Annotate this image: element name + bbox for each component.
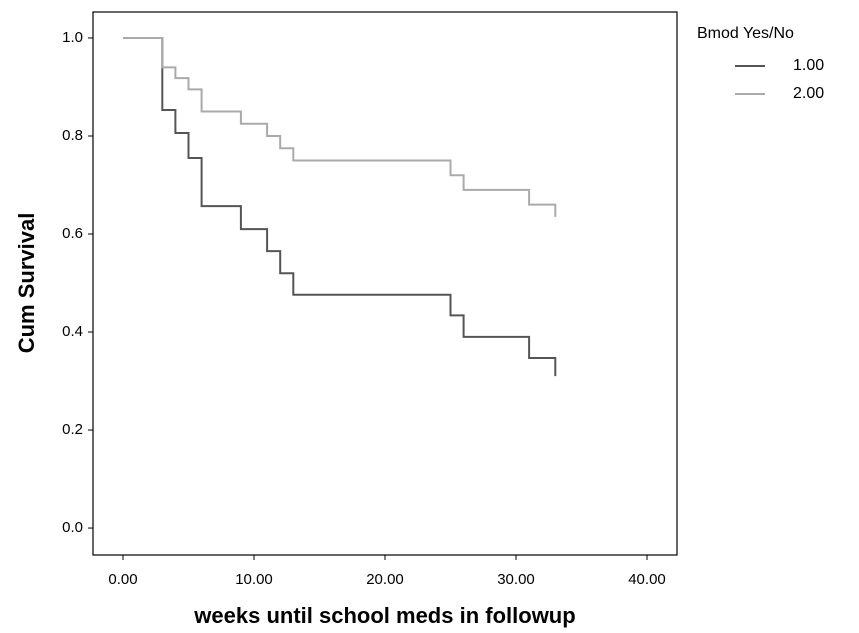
x-tick-label: 40.00 xyxy=(628,571,666,588)
legend-label: 2.00 xyxy=(793,85,824,102)
y-tick-label: 1.0 xyxy=(62,29,83,46)
x-axis-title: weeks until school meds in followup xyxy=(193,603,575,628)
plot-frame xyxy=(92,11,678,556)
y-axis-title: Cum Survival xyxy=(14,213,39,354)
survival-line xyxy=(122,36,557,377)
x-tick-label: 10.00 xyxy=(235,571,273,588)
legend-label: 1.00 xyxy=(793,57,824,74)
legend-title: Bmod Yes/No xyxy=(697,25,794,42)
y-tick-label: 0.0 xyxy=(62,519,83,536)
y-tick-label: 0.4 xyxy=(62,323,83,340)
y-tick-label: 0.8 xyxy=(62,127,83,144)
y-tick-label: 0.2 xyxy=(62,421,83,438)
x-tick-label: 0.00 xyxy=(108,571,137,588)
x-tick-label: 30.00 xyxy=(497,571,535,588)
y-tick-label: 0.6 xyxy=(62,225,83,242)
x-tick-label: 20.00 xyxy=(366,571,404,588)
survival-line xyxy=(122,36,557,217)
